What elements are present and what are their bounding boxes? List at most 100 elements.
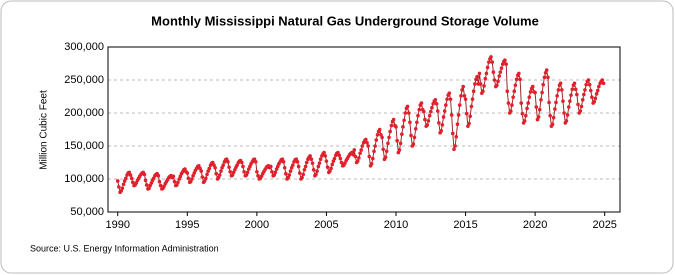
data-point bbox=[548, 113, 552, 118]
data-point bbox=[227, 165, 231, 169]
data-point bbox=[172, 179, 177, 184]
data-point bbox=[214, 171, 219, 176]
data-point bbox=[449, 113, 454, 117]
data-point bbox=[365, 140, 369, 145]
data-point bbox=[288, 169, 293, 173]
data-point bbox=[492, 78, 497, 82]
data-point bbox=[568, 99, 572, 103]
data-point bbox=[352, 148, 357, 152]
data-point bbox=[402, 118, 406, 123]
data-point bbox=[564, 119, 569, 123]
data-point bbox=[485, 65, 490, 70]
data-point bbox=[540, 90, 544, 95]
data-point bbox=[455, 122, 460, 127]
data-point bbox=[213, 165, 217, 170]
data-point bbox=[510, 103, 514, 107]
data-point bbox=[383, 155, 388, 160]
data-point bbox=[468, 114, 472, 119]
data-point bbox=[462, 94, 467, 98]
data-point bbox=[268, 164, 273, 169]
data-point bbox=[339, 160, 344, 165]
data-point bbox=[282, 165, 287, 170]
data-point bbox=[463, 97, 468, 101]
data-point bbox=[241, 164, 245, 169]
data-point bbox=[527, 95, 532, 99]
data-point bbox=[473, 82, 477, 86]
data-point bbox=[242, 169, 246, 174]
data-point bbox=[597, 84, 601, 89]
data-point bbox=[395, 138, 399, 143]
data-point bbox=[391, 117, 396, 122]
data-point bbox=[496, 79, 500, 84]
data-point bbox=[386, 141, 390, 146]
data-point bbox=[561, 99, 565, 103]
data-point bbox=[586, 78, 591, 82]
data-point bbox=[273, 170, 278, 175]
data-point bbox=[308, 154, 312, 158]
data-point bbox=[338, 156, 343, 161]
data-point bbox=[323, 154, 328, 158]
data-point bbox=[546, 75, 550, 80]
data-point bbox=[373, 144, 377, 148]
data-point bbox=[498, 70, 503, 74]
data-point bbox=[130, 180, 135, 185]
data-point bbox=[219, 169, 223, 173]
data-point bbox=[470, 97, 475, 101]
data-point bbox=[572, 81, 577, 86]
chart-title: Monthly Mississippi Natural Gas Undergro… bbox=[151, 13, 539, 28]
x-tick-label: 1995 bbox=[175, 219, 199, 231]
data-point bbox=[381, 147, 386, 152]
data-point bbox=[578, 109, 583, 113]
data-point bbox=[469, 104, 474, 109]
data-point bbox=[558, 81, 563, 86]
data-point bbox=[464, 111, 469, 116]
data-point bbox=[398, 141, 403, 146]
y-tick-label: 100,000 bbox=[64, 173, 104, 185]
data-point bbox=[372, 149, 376, 154]
data-point bbox=[533, 90, 537, 95]
data-point bbox=[296, 164, 301, 169]
data-point bbox=[357, 156, 361, 160]
data-point bbox=[595, 88, 600, 93]
data-point bbox=[454, 134, 459, 139]
data-point bbox=[407, 111, 411, 115]
data-point bbox=[556, 88, 561, 92]
x-tick-label: 2020 bbox=[523, 219, 547, 231]
data-point bbox=[551, 115, 556, 120]
data-point bbox=[508, 109, 513, 113]
data-point bbox=[157, 179, 162, 184]
data-point bbox=[427, 113, 432, 118]
data-point bbox=[295, 160, 300, 164]
data-point bbox=[426, 119, 431, 123]
data-point bbox=[477, 71, 482, 76]
data-point bbox=[401, 125, 405, 129]
data-point bbox=[228, 169, 232, 174]
data-point bbox=[311, 167, 316, 172]
data-point bbox=[442, 109, 447, 113]
data-point bbox=[322, 150, 326, 155]
data-point bbox=[513, 83, 518, 88]
data-point bbox=[536, 115, 541, 119]
data-point bbox=[544, 68, 549, 72]
data-point bbox=[447, 91, 452, 95]
data-point bbox=[482, 84, 486, 88]
data-point bbox=[412, 135, 417, 140]
data-point bbox=[522, 119, 527, 123]
data-point bbox=[441, 115, 446, 119]
data-point bbox=[355, 159, 360, 163]
data-point bbox=[495, 83, 499, 88]
data-point bbox=[377, 127, 382, 132]
y-tick-label: 50,000 bbox=[70, 206, 104, 218]
data-point bbox=[506, 101, 511, 105]
data-point bbox=[302, 167, 307, 172]
data-point bbox=[156, 173, 161, 178]
data-point bbox=[353, 154, 358, 159]
data-point bbox=[304, 160, 309, 165]
data-point bbox=[512, 89, 517, 94]
data-point bbox=[430, 105, 434, 110]
data-point bbox=[221, 163, 225, 167]
data-point bbox=[124, 176, 128, 181]
data-point bbox=[301, 172, 306, 177]
data-point bbox=[217, 173, 222, 177]
